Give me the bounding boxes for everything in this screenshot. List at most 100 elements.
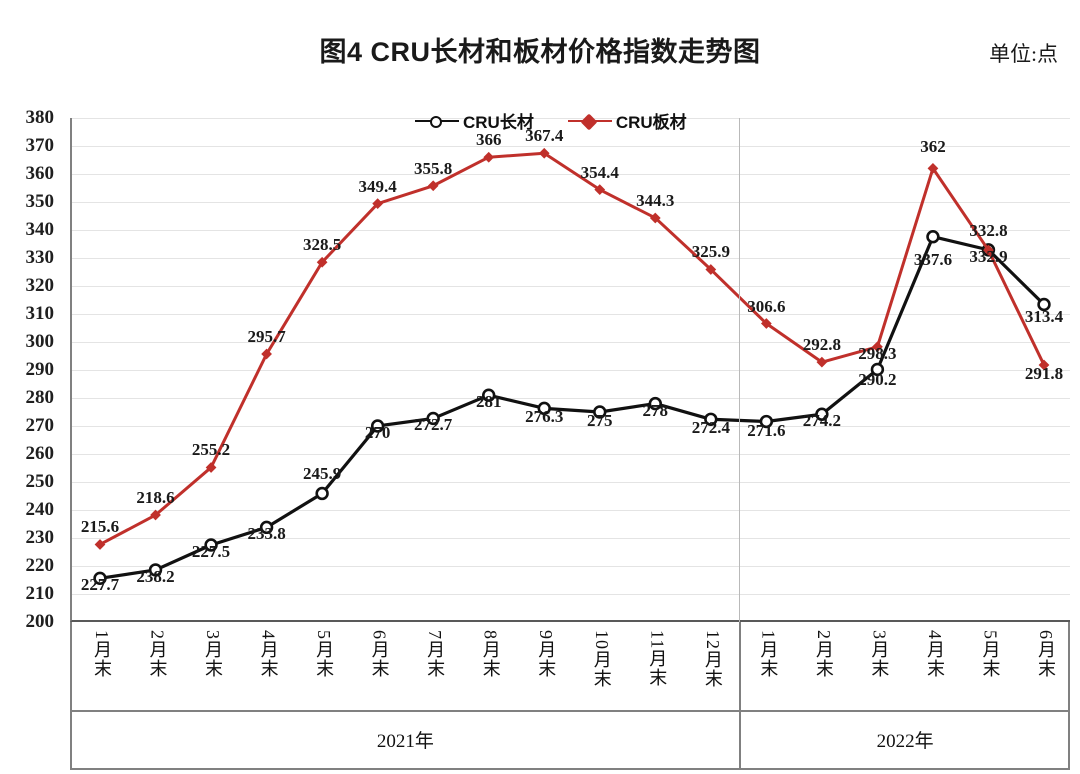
x-axis-tick-label: 7月末 (425, 630, 446, 678)
data-point-marker[interactable] (426, 411, 440, 426)
gridline (72, 510, 1070, 511)
series-line (98, 235, 1046, 580)
gridline (72, 566, 1070, 567)
gridline (72, 118, 1070, 119)
data-point-marker[interactable] (93, 571, 107, 586)
point-value-label: 238.2 (136, 566, 175, 586)
series-line (98, 151, 1046, 546)
point-value-label: 291.8 (1024, 363, 1064, 383)
data-point-marker[interactable] (760, 318, 772, 329)
year-group-divider (738, 622, 741, 712)
point-value-label: 349.4 (358, 176, 397, 196)
x-axis-tick-label: 1月末 (758, 630, 779, 678)
y-axis-tick-label: 230 (25, 527, 55, 548)
chart-legend: CRU长材 CRU板材 (415, 108, 687, 133)
point-value-label: 306.6 (747, 296, 786, 316)
y-axis-tick-label: 260 (25, 443, 55, 464)
data-point-marker[interactable] (372, 198, 384, 210)
year-group-label: 2022年 (876, 731, 934, 752)
point-value-label: 332.8 (969, 221, 1008, 241)
y-axis-tick-label: 290 (25, 359, 55, 380)
data-point-marker[interactable] (537, 401, 551, 416)
data-point-marker[interactable] (759, 414, 774, 429)
data-point-marker[interactable] (148, 563, 163, 577)
data-point-marker[interactable] (816, 356, 828, 368)
x-axis-tick-label: 5月末 (980, 630, 1001, 678)
point-value-label: 325.9 (691, 242, 730, 262)
gridline (72, 314, 1070, 315)
data-point-marker[interactable] (370, 419, 385, 433)
point-value-label: 354.4 (580, 162, 619, 182)
series-lines (93, 147, 1051, 586)
point-value-label: 270 (364, 423, 391, 442)
x-axis-tick-label: 10月末 (591, 630, 612, 688)
y-axis-tick-label: 360 (25, 163, 55, 184)
point-value-label: 290.2 (858, 370, 897, 390)
gridline (72, 342, 1070, 343)
y-axis-tick-label: 240 (25, 499, 55, 520)
gridline (72, 174, 1070, 175)
legend-item-cru-flat[interactable]: CRU板材 (567, 108, 687, 133)
data-point-marker[interactable] (204, 538, 218, 552)
data-point-marker[interactable] (94, 539, 106, 550)
point-value-label: 344.3 (636, 190, 675, 210)
y-axis-tick-label: 270 (25, 415, 55, 436)
x-axis-tick-label: 1月末 (92, 630, 112, 678)
legend-item-cru-long[interactable]: CRU长材 (415, 108, 534, 133)
point-value-label: 233.8 (247, 524, 286, 544)
page-title: 图4 CRU长材和板材价格指数走势图 (319, 37, 761, 67)
gridline (72, 258, 1070, 259)
gridline (72, 538, 1070, 539)
point-value-label: 276.3 (525, 407, 564, 427)
gridline (72, 482, 1070, 483)
y-axis-tick-label: 370 (25, 135, 55, 156)
y-axis-tick-label: 320 (25, 275, 55, 296)
x-axis-tick-label: 5月末 (314, 630, 335, 678)
point-value-label: 295.7 (247, 327, 286, 347)
plot-area: 380 370 360 350 340 330 320 310 300 290 280 270 260 2… (26, 107, 1070, 632)
legend-label-cru-flat: CRU板材 (615, 113, 687, 132)
data-point-marker[interactable] (316, 256, 328, 268)
year-group-divider (738, 712, 741, 770)
data-point-marker[interactable] (427, 180, 439, 192)
data-point-marker[interactable] (205, 462, 217, 473)
point-value-label: 313.4 (1024, 307, 1064, 327)
point-value-label: 272.7 (414, 415, 453, 435)
data-point-marker[interactable] (648, 396, 662, 411)
gridline (72, 594, 1070, 595)
legend-label-cru-long: CRU长材 (463, 113, 534, 132)
y-axis-tick-label: 220 (25, 555, 55, 576)
x-axis-tick-label: 6月末 (369, 630, 390, 678)
data-point-marker[interactable] (704, 412, 718, 426)
point-value-label: 255.2 (191, 440, 231, 460)
data-point-marker[interactable] (983, 244, 994, 256)
point-value-label: 332.9 (969, 246, 1008, 266)
y-axis-tick-label: 350 (25, 191, 55, 212)
gridline (72, 454, 1070, 455)
x-axis-tick-label: 4月末 (258, 630, 279, 678)
data-point-marker[interactable] (815, 407, 829, 421)
data-point-marker[interactable] (1037, 297, 1051, 312)
x-axis-tick-label: 2月末 (147, 630, 168, 678)
data-point-marker[interactable] (593, 405, 607, 419)
point-value-label: 274.2 (802, 411, 841, 431)
data-point-marker[interactable] (315, 486, 329, 501)
data-point-marker[interactable] (482, 388, 496, 402)
gridline (72, 286, 1070, 287)
x-axis-year-groups: 2021年 2022年 (70, 712, 1070, 770)
gridline (72, 146, 1070, 147)
data-point-marker[interactable] (259, 520, 274, 535)
data-point-marker[interactable] (870, 362, 885, 377)
y-axis-tick-label: 330 (25, 247, 55, 268)
point-value-label: 245.9 (302, 464, 342, 484)
data-point-marker[interactable] (926, 230, 940, 244)
x-axis-tick-label: 9月末 (536, 630, 557, 678)
gridline (72, 398, 1070, 399)
y-axis-tick-label: 300 (25, 331, 55, 352)
y-axis-tick-label: 250 (25, 471, 55, 492)
x-axis-tick-label: 11月末 (647, 630, 668, 688)
point-value-label: 271.6 (747, 420, 786, 440)
data-point-marker[interactable] (483, 151, 495, 163)
gridline (72, 426, 1070, 427)
